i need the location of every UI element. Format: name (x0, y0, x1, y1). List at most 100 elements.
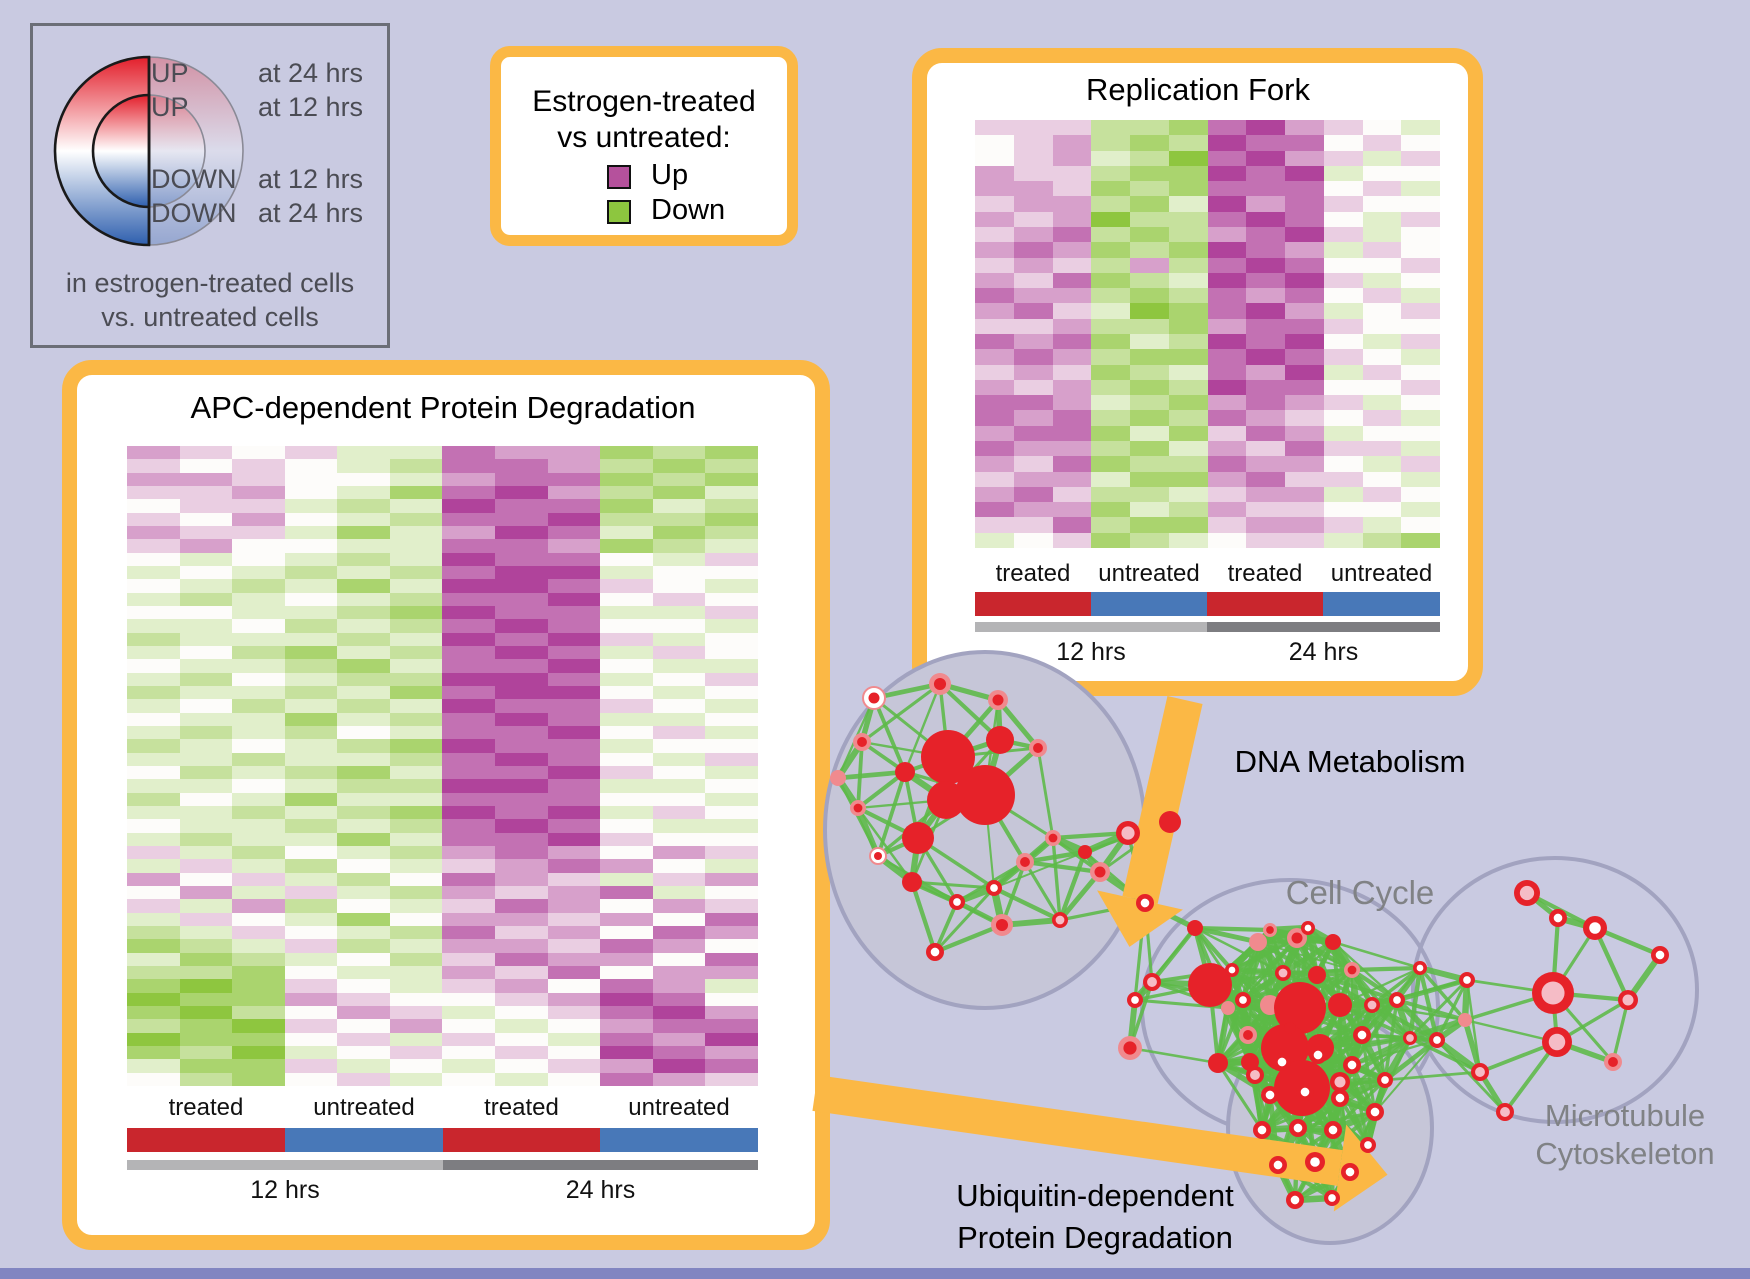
heatmap-cell (1052, 165, 1092, 182)
heatmap-cell (1401, 196, 1440, 212)
heatmap-cell (179, 979, 233, 993)
heatmap-cell (1168, 257, 1208, 273)
network-edge (995, 697, 1041, 751)
heatmap-cell (1246, 502, 1285, 518)
heatmap-cell (1130, 150, 1169, 166)
heatmap-cell (284, 499, 338, 513)
heatmap-cell (495, 1072, 548, 1086)
network-node (902, 872, 922, 892)
heatmap-cell (284, 845, 338, 860)
heatmap-cell (1013, 410, 1053, 426)
heatmap-cell (652, 672, 706, 686)
legend-footer-line1: in estrogen-treated cells (65, 268, 355, 298)
network-node (1208, 1053, 1228, 1073)
network-edge (1349, 967, 1400, 1003)
network-label: DNA Metabolism (1234, 743, 1466, 779)
network-node (1078, 845, 1092, 859)
network-node-center (1548, 1033, 1566, 1051)
heatmap-cell (1168, 181, 1208, 197)
heatmap-cell (547, 1019, 601, 1033)
heatmap-cell (1323, 165, 1363, 182)
heatmap-cell (232, 1072, 285, 1086)
heatmap-cell (652, 979, 706, 993)
heatmap-cell (600, 619, 653, 633)
heatmap-cell (442, 725, 496, 740)
heatmap-cell (232, 1032, 285, 1046)
heatmap-cell (1246, 165, 1285, 182)
heatmap-cell (1323, 379, 1363, 396)
heatmap-cell (975, 395, 1014, 411)
heatmap-cell (1285, 471, 1324, 487)
heatmap-cell (600, 672, 653, 686)
heatmap-cell (284, 1019, 338, 1033)
heatmap-cell (705, 1032, 758, 1046)
heatmap-cell (389, 632, 443, 646)
heatmap-cell (337, 499, 390, 513)
heatmap-cell (337, 1019, 390, 1033)
heatmap-cell (975, 425, 1014, 441)
heatmap-cell (284, 712, 338, 726)
heatmap-cell (284, 579, 338, 593)
heatmap-cell (1246, 395, 1285, 411)
heatmap-cell (600, 965, 653, 980)
heatmap-cell (179, 605, 233, 620)
heatmap-cell (1130, 456, 1169, 472)
heatmap-cell (600, 819, 653, 833)
heatmap-cell (1207, 456, 1247, 472)
heatmap-cell (1130, 303, 1169, 319)
heatmap-cell (284, 1045, 338, 1060)
heatmap-cell (1246, 471, 1285, 487)
heatmap-cell (337, 685, 390, 700)
network-node-center (1243, 1030, 1253, 1040)
heatmap-cell (232, 859, 285, 873)
heatmap-cell (1401, 181, 1440, 197)
network-node-center (1291, 932, 1303, 944)
heatmap-cell (495, 672, 548, 686)
heatmap-cell (284, 525, 338, 540)
heatmap-cell (284, 939, 338, 953)
heatmap-cell (652, 1032, 706, 1046)
heatmap-cell (1168, 471, 1208, 487)
heatmap-cell (1168, 349, 1208, 365)
heatmap-cell (337, 885, 390, 900)
heatmap-cell (705, 992, 758, 1006)
heatmap-cell (127, 659, 180, 673)
heatmap-cell (232, 565, 285, 580)
heatmap-cell (1362, 532, 1402, 548)
heatmap-cell (705, 832, 758, 846)
heatmap-cell (179, 859, 233, 873)
heatmap-cell (1207, 257, 1247, 273)
up-color-swatch (607, 165, 631, 189)
heatmap-cell (1246, 517, 1285, 533)
heatmap-cell (1168, 486, 1208, 503)
heatmap-cell (1323, 486, 1363, 503)
heatmap-cell (1091, 196, 1130, 212)
heatmap-cell (337, 792, 390, 806)
network-edge (1216, 1061, 1264, 1132)
heatmap-cell (1246, 486, 1285, 503)
heatmap-cell (1362, 226, 1402, 243)
heatmap-cell (1285, 410, 1324, 426)
heatmap-cell (1285, 333, 1324, 350)
network-node-center (1265, 1090, 1275, 1100)
heatmap-cell (1362, 517, 1402, 533)
heatmap-cell (442, 592, 496, 606)
network-node-center (930, 947, 940, 957)
network-node (1284, 1022, 1296, 1034)
heatmap-cell (1052, 410, 1092, 426)
heatmap-cell (179, 512, 233, 526)
heatmap-cell (232, 499, 285, 513)
heatmap-cell (1013, 120, 1053, 136)
heatmap-cell (1091, 120, 1130, 136)
heatmap-cell (1052, 135, 1092, 151)
heatmap-cell (495, 819, 548, 833)
heatmap-cell (179, 805, 233, 820)
heatmap-cell (127, 912, 180, 926)
heatmap-cell (127, 512, 180, 526)
heatmap-cell (127, 899, 180, 913)
heatmap-cell (389, 912, 443, 926)
heatmap-cell (1207, 226, 1247, 243)
heatmap-cell (1168, 440, 1208, 457)
heatmap-cell (600, 485, 653, 500)
network-node (1274, 982, 1326, 1034)
